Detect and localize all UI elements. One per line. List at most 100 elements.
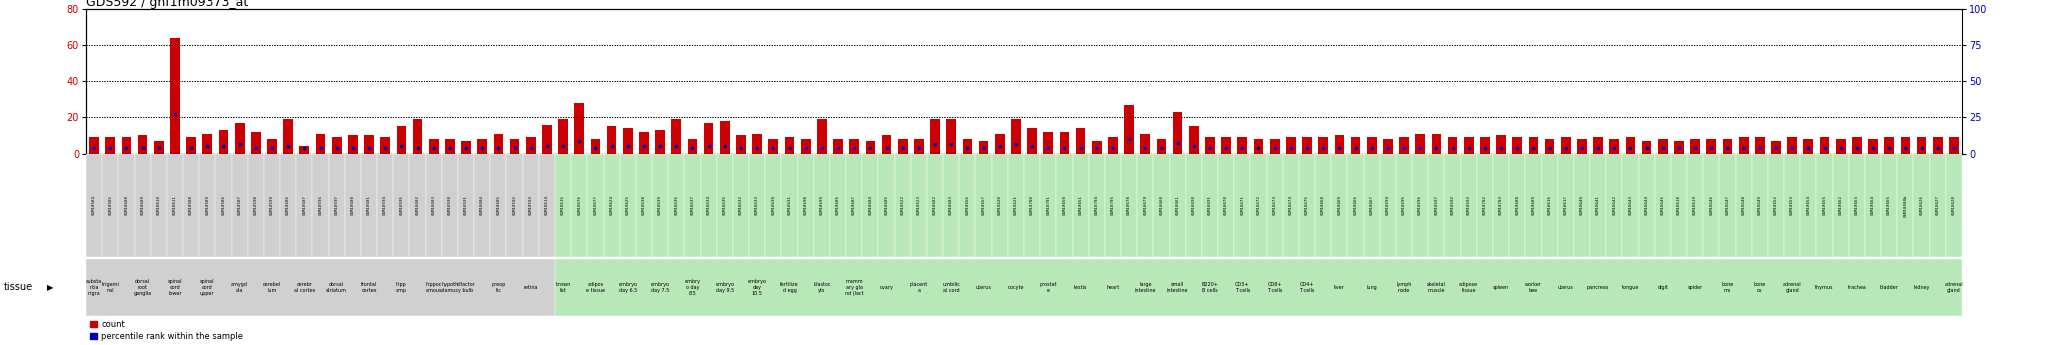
Text: GSM18620: GSM18620 (997, 195, 1001, 215)
Text: embryo
day 7.5: embryo day 7.5 (651, 282, 670, 293)
Bar (813, 154, 829, 257)
Text: GSM18645: GSM18645 (1661, 195, 1665, 215)
Bar (1399, 137, 1409, 154)
Text: GSM18587: GSM18587 (238, 195, 242, 215)
Text: mamm
ary gla
nd (lact: mamm ary gla nd (lact (846, 279, 864, 296)
Text: testis: testis (1073, 285, 1087, 290)
Text: olfactor
y bulb: olfactor y bulb (457, 282, 475, 293)
Text: GSM18671: GSM18671 (1241, 195, 1245, 215)
Bar (281, 154, 297, 257)
Bar (266, 139, 276, 154)
Bar (958, 154, 975, 257)
Text: GSM18690: GSM18690 (1192, 195, 1196, 215)
Text: CD4+
T cells: CD4+ T cells (1298, 282, 1315, 293)
Bar (752, 134, 762, 154)
Text: worker
bee: worker bee (1526, 282, 1542, 293)
Bar (1382, 139, 1393, 154)
Bar (1380, 154, 1397, 257)
Text: small
intestine: small intestine (1167, 282, 1188, 293)
Bar (1722, 139, 1733, 154)
Text: oocyte: oocyte (1008, 285, 1024, 290)
Bar (86, 259, 555, 316)
Bar (672, 119, 682, 154)
Text: preop
tic: preop tic (492, 282, 506, 293)
Bar (1444, 154, 1460, 257)
Bar (1735, 154, 1751, 257)
Text: tongue: tongue (1622, 285, 1638, 290)
Text: GSM18688: GSM18688 (1516, 195, 1520, 215)
Bar (344, 154, 360, 257)
Bar (121, 137, 131, 154)
Bar (559, 119, 567, 154)
Bar (1040, 154, 1057, 257)
Bar (381, 137, 389, 154)
Text: prostat
e: prostat e (1040, 282, 1057, 293)
Bar (1282, 154, 1298, 257)
Bar (264, 154, 281, 257)
Text: GSM18661: GSM18661 (1176, 195, 1180, 215)
Text: GSM18623: GSM18623 (918, 195, 922, 215)
Text: uterus: uterus (975, 285, 991, 290)
Text: GSM18660: GSM18660 (1159, 195, 1163, 215)
Text: GSM18606: GSM18606 (287, 195, 291, 215)
Bar (86, 154, 102, 257)
Bar (1804, 139, 1812, 154)
Bar (1460, 154, 1477, 257)
Bar (1104, 154, 1120, 257)
Bar (166, 154, 182, 257)
Bar (1092, 141, 1102, 154)
Text: GSM18631: GSM18631 (788, 195, 791, 215)
Text: GSM18597: GSM18597 (334, 195, 338, 215)
Bar (717, 154, 733, 257)
Bar (522, 154, 539, 257)
Bar (1833, 154, 1849, 257)
Text: amygd
ala: amygd ala (231, 282, 248, 293)
Bar (90, 137, 98, 154)
Text: GSM18696: GSM18696 (1417, 195, 1421, 215)
Bar (1464, 137, 1475, 154)
Bar (1266, 154, 1282, 257)
Bar (1901, 137, 1911, 154)
Text: GSM18678: GSM18678 (1126, 195, 1130, 215)
Bar (1042, 132, 1053, 154)
Text: GSM18664: GSM18664 (1872, 195, 1876, 215)
Text: heart: heart (1106, 285, 1120, 290)
Text: GSM18584: GSM18584 (92, 195, 96, 215)
Bar (135, 154, 152, 257)
Text: GSM18669: GSM18669 (1337, 195, 1341, 215)
Text: GSM18704: GSM18704 (1096, 195, 1100, 215)
Text: GSM18633: GSM18633 (756, 195, 760, 215)
Bar (651, 154, 668, 257)
Bar (1493, 154, 1509, 257)
Bar (604, 154, 621, 257)
Bar (1057, 154, 1073, 257)
Bar (1817, 154, 1833, 257)
Bar (442, 154, 459, 257)
Text: GSM18650: GSM18650 (1063, 195, 1067, 215)
Bar (1851, 137, 1862, 154)
Bar (862, 154, 879, 257)
Bar (1561, 137, 1571, 154)
Bar (1315, 154, 1331, 257)
Text: GSM18636: GSM18636 (674, 195, 678, 215)
Bar (623, 128, 633, 154)
Bar (684, 154, 700, 257)
Text: placent
a: placent a (909, 282, 928, 293)
Bar (1610, 139, 1620, 154)
Bar (590, 139, 600, 154)
Bar (297, 154, 313, 257)
Bar (1432, 134, 1442, 154)
Bar (215, 154, 231, 257)
Bar (588, 154, 604, 257)
Bar (426, 154, 442, 257)
Bar (332, 137, 342, 154)
Text: tissue: tissue (4, 282, 33, 292)
Bar (834, 139, 844, 154)
Text: hypoth
alamus: hypoth alamus (440, 282, 459, 293)
Bar (1319, 137, 1327, 154)
Bar (655, 130, 666, 154)
Bar (1688, 154, 1704, 257)
Text: GSM18694: GSM18694 (1386, 195, 1391, 215)
Text: GSM18657: GSM18657 (981, 195, 985, 215)
Text: GSM18600: GSM18600 (350, 195, 354, 215)
